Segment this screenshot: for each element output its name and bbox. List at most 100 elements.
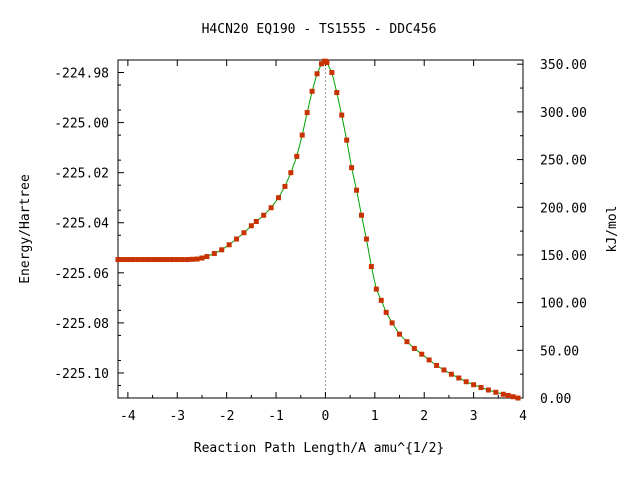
y2-tick-label: 150.00 xyxy=(540,249,587,264)
data-point xyxy=(378,297,384,303)
data-point xyxy=(349,165,355,171)
data-point xyxy=(411,345,417,351)
y-tick-label: -225.10 xyxy=(54,367,109,382)
y2-tick-label: 250.00 xyxy=(540,154,587,169)
data-point xyxy=(219,247,225,253)
x-tick-label: -4 xyxy=(120,409,136,424)
data-point xyxy=(368,264,374,270)
y-axis-left: -224.98 -225.00 -225.02 -225.04 -225.06 -225.… xyxy=(54,59,124,386)
y-tick-label: -225.00 xyxy=(54,117,109,132)
y-axis-label: Energy/Hartree xyxy=(18,174,33,284)
data-point xyxy=(329,70,335,76)
data-point xyxy=(299,132,305,138)
data-point xyxy=(184,257,190,263)
y2-tick-label: 50.00 xyxy=(540,344,579,359)
y2-tick-label: 300.00 xyxy=(540,106,587,121)
data-point xyxy=(159,257,165,263)
data-point xyxy=(318,61,324,67)
data-point xyxy=(194,256,200,262)
data-point xyxy=(120,257,126,263)
y2-tick-label: 0.00 xyxy=(540,392,571,407)
data-point xyxy=(130,257,136,263)
x-tick-label: 3 xyxy=(470,409,478,424)
data-point xyxy=(441,367,447,373)
data-point xyxy=(169,257,175,263)
data-point xyxy=(363,236,369,242)
data-point xyxy=(344,137,350,143)
data-point xyxy=(150,257,156,263)
data-point xyxy=(397,331,403,337)
data-point xyxy=(204,254,210,260)
data-point xyxy=(505,392,511,398)
data-point xyxy=(471,382,477,388)
data-point xyxy=(241,230,247,236)
x-tick-label: 2 xyxy=(420,409,428,424)
data-point xyxy=(448,371,454,377)
x-tick-label: 0 xyxy=(322,409,330,424)
data-point xyxy=(304,110,310,116)
x-tick-label: 1 xyxy=(371,409,379,424)
data-point xyxy=(276,195,282,201)
data-point xyxy=(324,60,330,66)
data-point xyxy=(234,236,240,242)
data-point xyxy=(334,90,340,96)
y2-tick-label: 350.00 xyxy=(540,58,587,73)
data-point xyxy=(426,357,432,363)
data-point xyxy=(253,218,259,224)
data-point xyxy=(358,212,364,218)
data-point xyxy=(282,183,288,189)
data-point xyxy=(493,389,499,395)
data-point xyxy=(145,257,151,263)
data-point xyxy=(456,375,462,381)
data-point xyxy=(434,362,440,368)
data-point xyxy=(373,286,379,292)
data-point xyxy=(179,257,185,263)
data-point xyxy=(199,255,205,261)
y-tick-label: -225.02 xyxy=(54,167,109,182)
data-point xyxy=(389,320,395,326)
data-point xyxy=(485,387,491,393)
data-point xyxy=(383,309,389,315)
data-point xyxy=(140,257,146,263)
data-point xyxy=(404,339,410,345)
data-point xyxy=(174,257,180,263)
data-point xyxy=(419,351,425,357)
x-tick-label: -3 xyxy=(169,409,185,424)
x-tick-label: -2 xyxy=(219,409,235,424)
data-point xyxy=(164,257,170,263)
data-point xyxy=(261,212,267,218)
data-points xyxy=(115,58,521,401)
data-point xyxy=(115,257,121,263)
data-point xyxy=(500,391,506,397)
y2-axis-label: kJ/mol xyxy=(605,206,620,253)
data-point xyxy=(463,379,469,385)
data-point xyxy=(125,257,131,263)
data-point xyxy=(288,170,294,176)
data-point xyxy=(478,384,484,390)
data-point xyxy=(248,223,254,229)
data-point xyxy=(309,88,315,94)
x-tick-label: -1 xyxy=(268,409,284,424)
data-point xyxy=(294,153,300,159)
y-tick-label: -225.06 xyxy=(54,267,109,282)
data-point xyxy=(155,257,161,263)
y2-tick-label: 100.00 xyxy=(540,297,587,312)
x-tick-label: 4 xyxy=(519,409,527,424)
y-axis-right: 0.00 50.00 100.00 150.00 200.00 250.00 300.00 3… xyxy=(517,58,587,407)
y-tick-label: -224.98 xyxy=(54,67,109,82)
chart-title: H4CN20 EQ190 - TS1555 - DDC456 xyxy=(202,22,437,37)
data-point xyxy=(135,257,141,263)
plot-frame xyxy=(117,59,524,399)
data-point xyxy=(510,394,516,400)
data-point xyxy=(339,112,345,118)
y2-tick-label: 200.00 xyxy=(540,201,587,216)
data-point xyxy=(354,187,360,193)
data-point xyxy=(268,205,274,211)
y-tick-label: -225.04 xyxy=(54,217,109,232)
y-tick-label: -225.08 xyxy=(54,317,109,332)
data-point xyxy=(226,242,232,248)
data-point xyxy=(189,256,195,262)
data-point xyxy=(211,251,217,257)
data-point xyxy=(314,71,320,77)
